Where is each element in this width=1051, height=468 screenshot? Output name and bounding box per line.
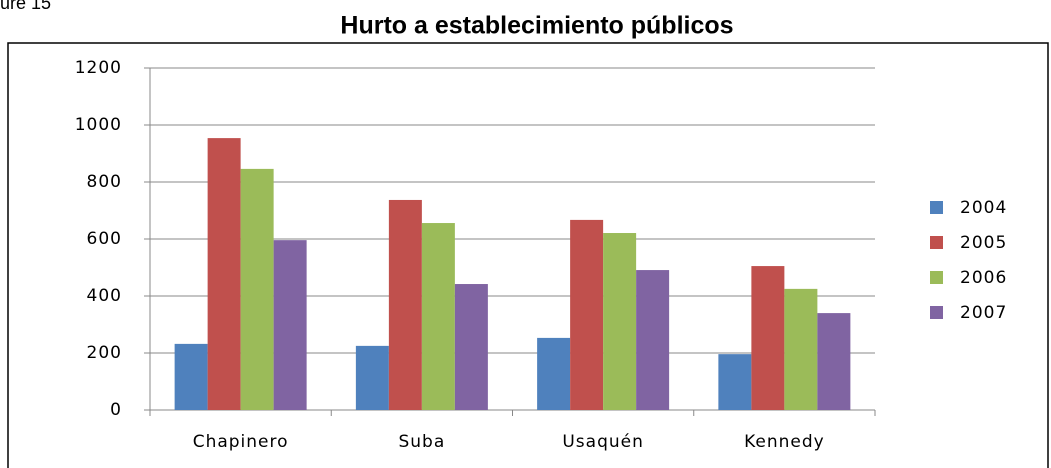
bar [817, 313, 851, 410]
bar [537, 337, 571, 410]
x-tick-label: Chapinero [193, 432, 289, 452]
bar [240, 168, 274, 410]
y-tick-label: 1200 [75, 58, 122, 78]
bar [784, 288, 818, 410]
legend-swatch [930, 201, 943, 214]
bar [454, 284, 488, 410]
x-tick-label: Usaquén [562, 432, 644, 452]
bar [207, 138, 241, 411]
x-tick-label: Kennedy [744, 432, 825, 452]
bar [388, 199, 422, 410]
y-tick-label: 600 [87, 229, 122, 249]
bar [570, 219, 604, 410]
x-tick-label: Suba [398, 432, 445, 452]
legend-swatch [930, 236, 943, 249]
y-tick-label: 800 [87, 172, 122, 192]
legend-label: 2006 [960, 268, 1007, 288]
y-tick-label: 400 [87, 286, 122, 306]
bar [751, 266, 785, 410]
legend-label: 2005 [960, 233, 1007, 253]
y-tick-label: 1000 [75, 115, 122, 135]
legend-label: 2007 [960, 303, 1007, 323]
figure-label: ure 15 [0, 0, 51, 13]
bar [636, 270, 670, 410]
legend-swatch [930, 271, 943, 284]
chart-title: Hurto a establecimiento públicos [340, 12, 733, 40]
y-tick-label: 200 [87, 343, 122, 363]
bar [421, 223, 455, 410]
bar [603, 233, 637, 410]
bar [718, 354, 752, 410]
y-tick-label: 0 [110, 400, 122, 420]
legend-swatch [930, 306, 943, 319]
bar [273, 240, 307, 410]
chart-border [7, 42, 1049, 468]
bar [174, 343, 208, 410]
legend-label: 2004 [960, 198, 1007, 218]
bar [355, 345, 389, 410]
